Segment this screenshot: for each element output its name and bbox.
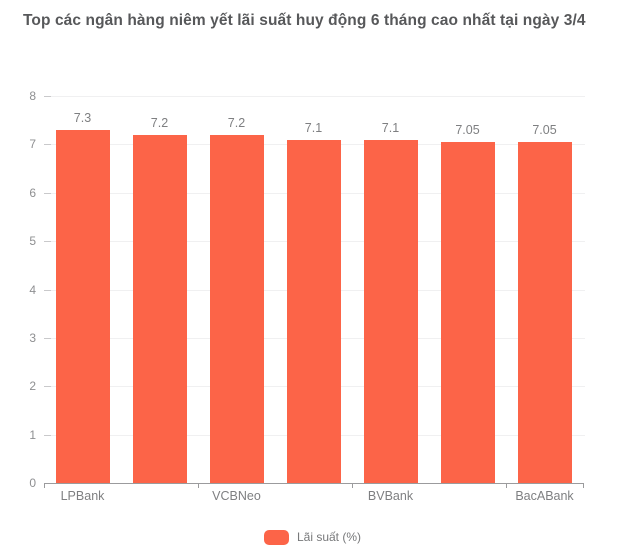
bar-value-label: 7.1 [381,120,400,135]
bar-series-2[interactable] [132,134,187,483]
x-axis-label-BacABank: BacABank [515,489,574,503]
x-axis-tick [506,483,507,488]
x-axis-tick [198,483,199,488]
bar-series-4[interactable] [286,139,341,483]
bar-BacABank[interactable] [517,141,572,483]
x-axis-line [44,483,584,484]
y-axis-label: 6 [29,186,36,200]
chart-title: Top các ngân hàng niêm yết lãi suất huy … [23,12,586,29]
y-axis-label: 8 [29,89,36,103]
y-axis-tick [44,435,51,436]
y-axis-label: 7 [29,137,36,151]
y-axis-tick [44,193,51,194]
x-axis-label-LPBank: LPBank [60,489,105,503]
y-axis-tick [44,338,51,339]
bar-value-label: 7.05 [455,122,480,137]
bar-VCBNeo[interactable] [209,134,264,483]
y-axis-label: 3 [29,331,36,345]
y-axis-tick [44,386,51,387]
bar-value-label: 7.1 [304,120,323,135]
x-axis-tick [352,483,353,488]
y-axis-label: 2 [29,379,36,393]
y-axis-label: 0 [29,476,36,490]
y-axis-label: 5 [29,234,36,248]
bar-series-6[interactable] [440,141,495,483]
bar-BVBank[interactable] [363,139,418,483]
x-axis-tick [44,483,45,488]
legend-swatch-icon [263,529,289,545]
y-axis-label: 1 [29,428,36,442]
y-axis-tick [44,290,51,291]
bar-value-label: 7.05 [532,122,557,137]
bar-value-label: 7.3 [73,110,92,125]
y-axis-label: 4 [29,283,36,297]
y-axis-tick [44,144,51,145]
bar-value-label: 7.2 [227,115,246,130]
x-axis-tick [583,483,584,488]
legend-label: Lãi suất (%) [296,530,362,544]
bar-LPBank[interactable] [55,129,110,483]
x-axis-label-VCBNeo: VCBNeo [212,489,261,503]
y-axis-tick [44,96,51,97]
gridline [44,96,585,97]
x-axis-label-BVBank: BVBank [367,489,414,503]
y-axis-tick [44,241,51,242]
legend[interactable]: Lãi suất (%) [0,526,625,548]
bar-value-label: 7.2 [150,115,169,130]
